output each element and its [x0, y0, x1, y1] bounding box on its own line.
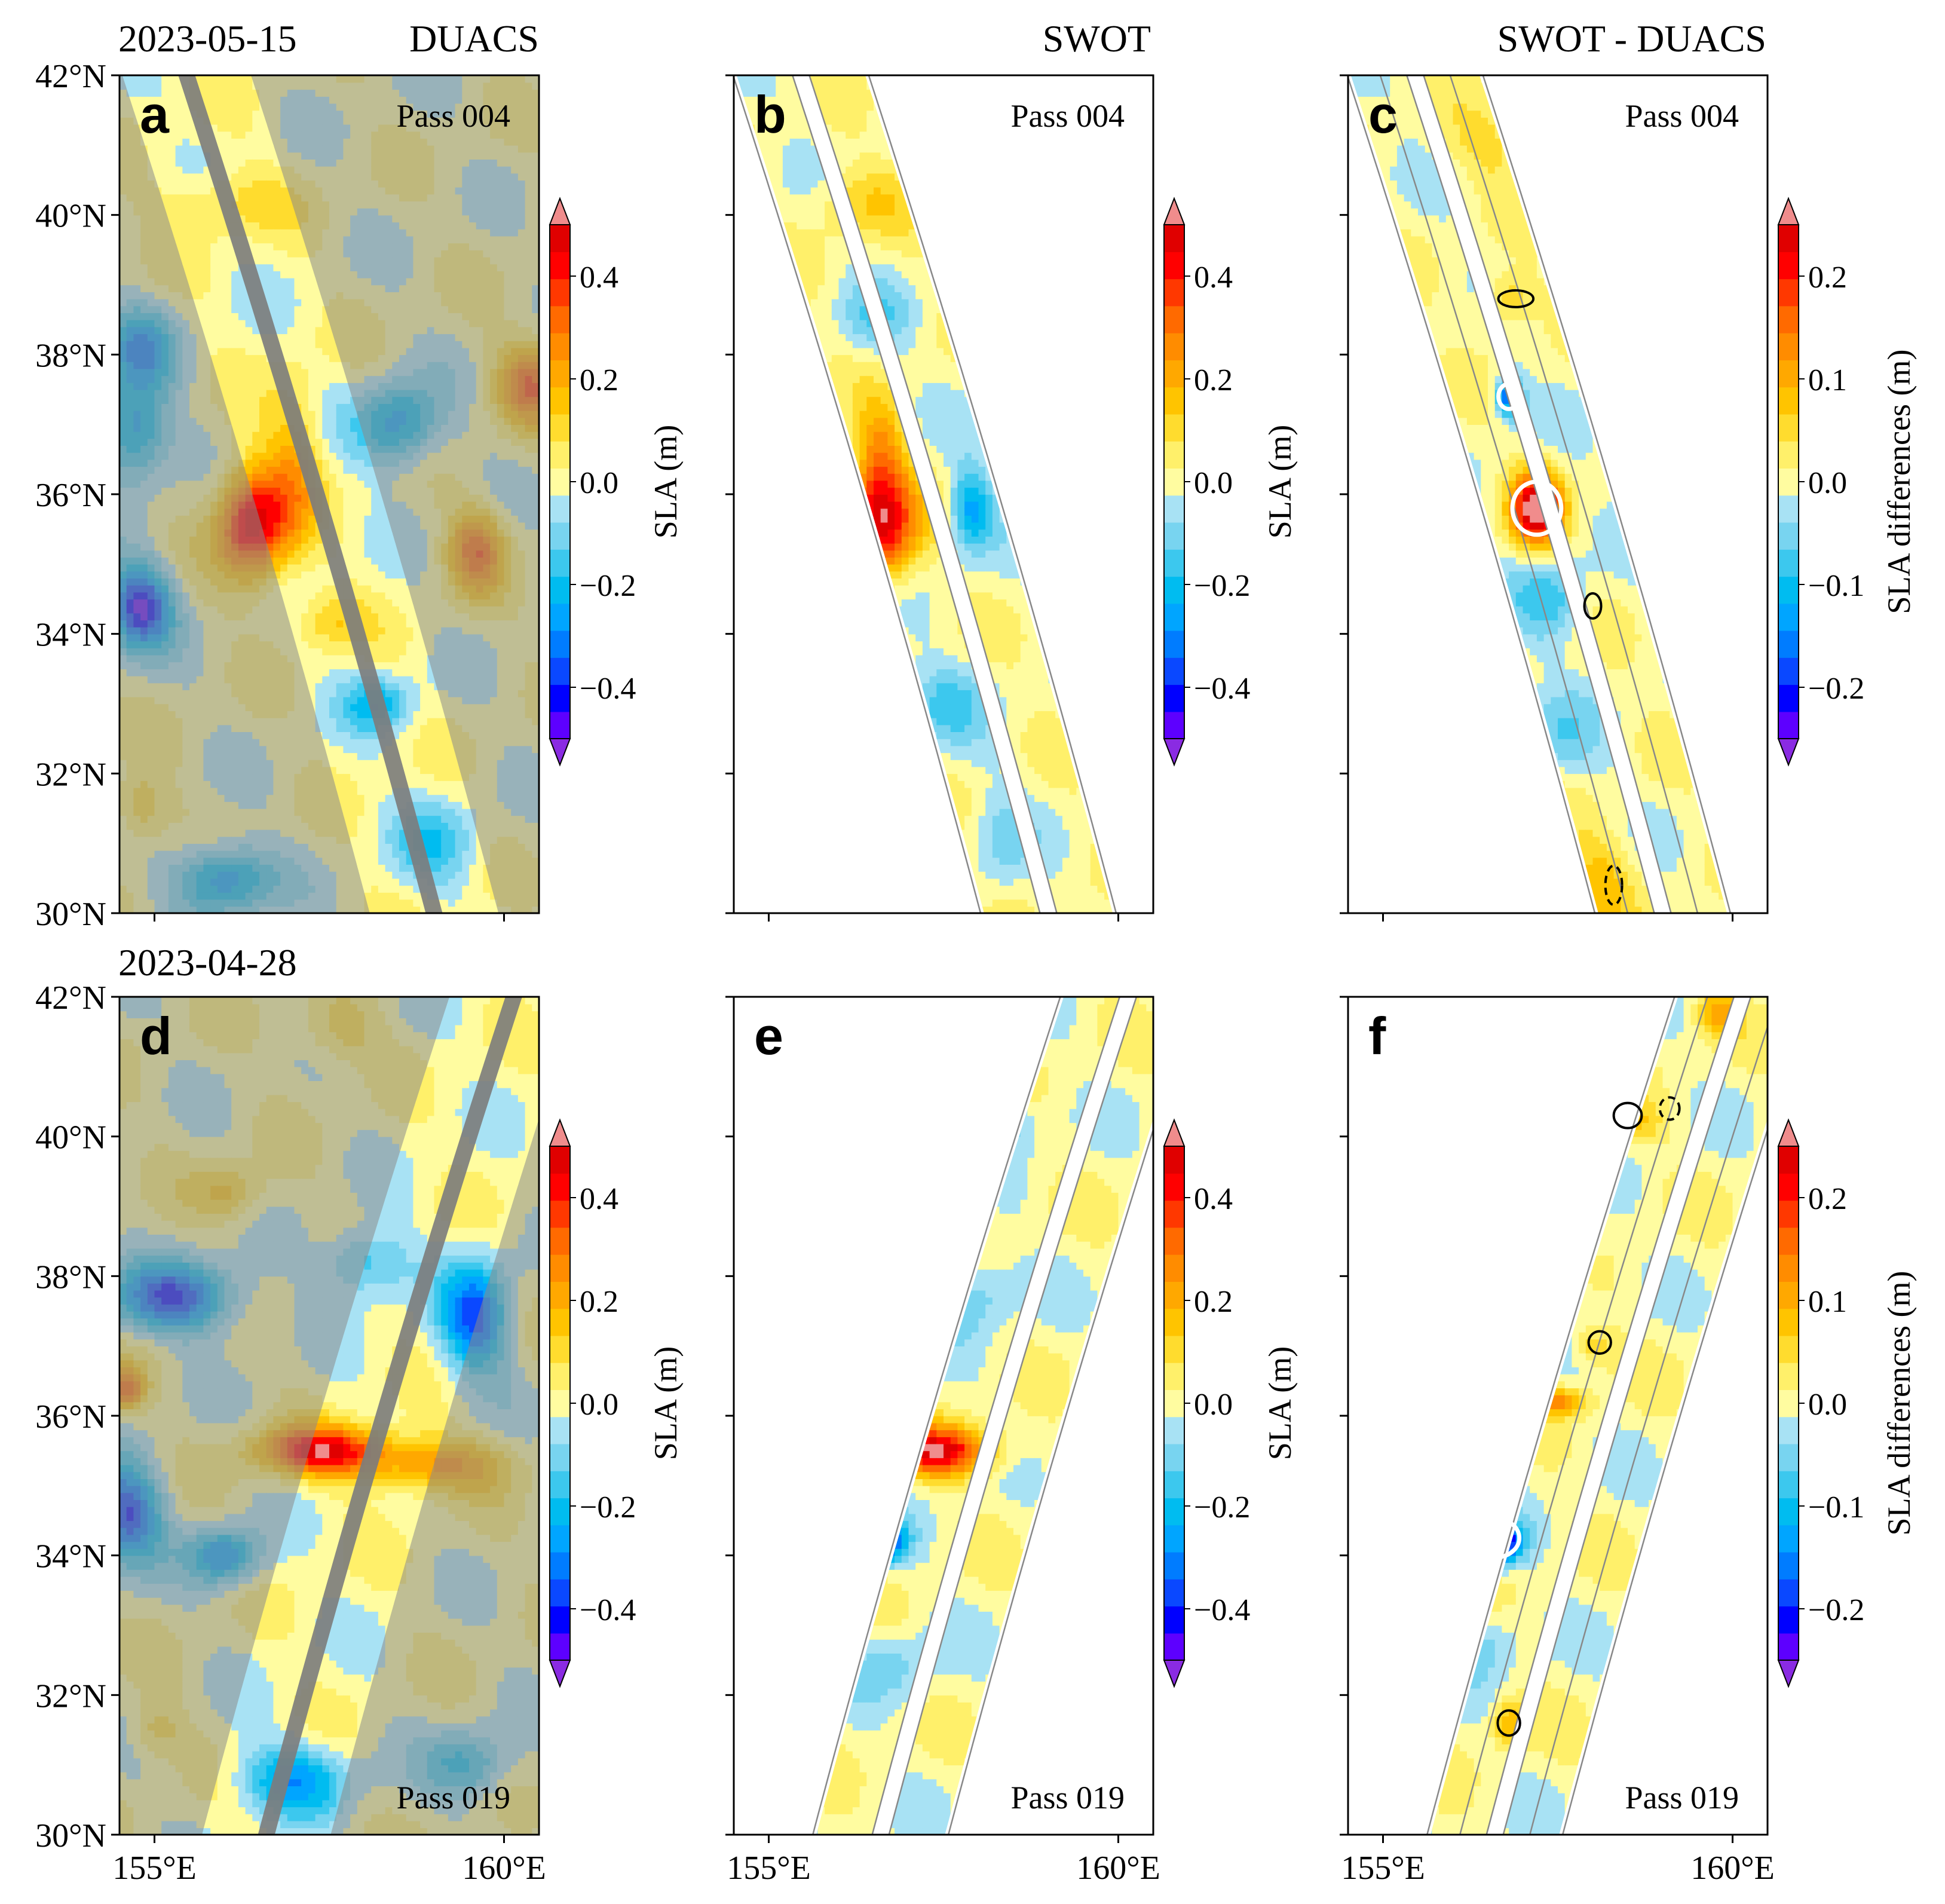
row-date-top: 2023-05-15	[118, 17, 297, 60]
row-date-bottom: 2023-04-28	[118, 941, 297, 984]
col-title-duacs: DUACS	[409, 17, 539, 60]
col-title-swot: SWOT	[1043, 17, 1151, 60]
panels: 30°N32°N34°N36°N38°N40°N42°Na Pass 0040.4…	[35, 58, 1917, 1887]
plot-area	[120, 75, 539, 913]
col-title-diff: SWOT - DUACS	[1497, 17, 1766, 60]
panel-a: 30°N32°N34°N36°N38°N40°N42°Na Pass 0040.4…	[35, 58, 684, 933]
